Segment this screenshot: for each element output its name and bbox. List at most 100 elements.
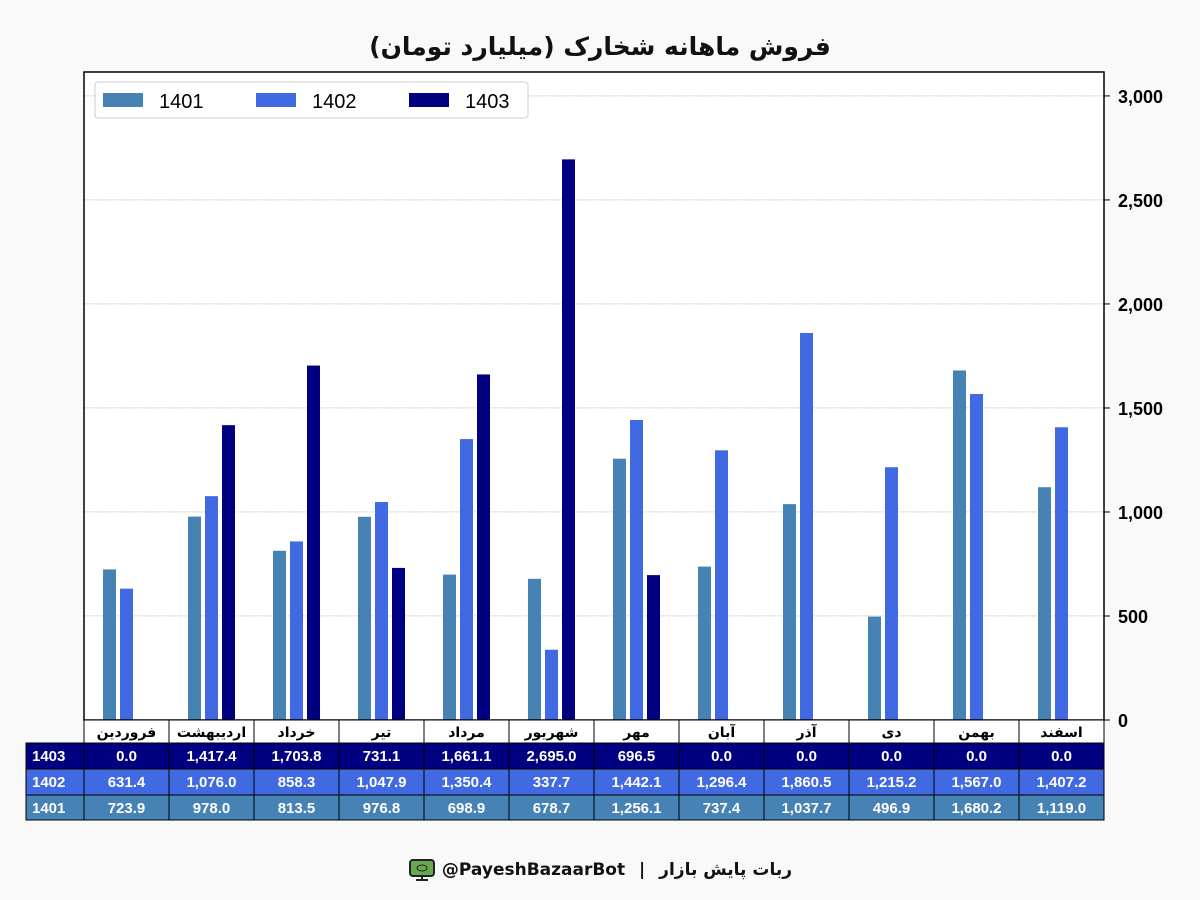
table-value: 858.3 <box>278 774 316 791</box>
footer-separator: | <box>639 860 646 880</box>
table-value: 0.0 <box>1051 748 1072 765</box>
table-value: 0.0 <box>116 748 137 765</box>
table-value: 1,296.4 <box>696 774 747 791</box>
month-label: شهریور <box>524 725 579 741</box>
y-tick-label: 1,000 <box>1118 503 1163 523</box>
bar-1402 <box>205 496 218 720</box>
bar-1401 <box>953 370 966 720</box>
table-cell <box>933 742 1020 770</box>
y-tick-label: 3,000 <box>1118 87 1163 107</box>
bar-1403 <box>477 374 490 720</box>
bar-1402 <box>290 541 303 720</box>
table-value: 631.4 <box>108 774 146 791</box>
table-cell <box>83 794 170 821</box>
table-cell <box>83 768 170 796</box>
row-label-cell <box>25 742 85 770</box>
y-tick-label: 2,500 <box>1118 191 1163 211</box>
table-cell <box>168 794 255 821</box>
bar-1403 <box>647 575 660 720</box>
bar-1403 <box>562 159 575 720</box>
bar-1402 <box>715 450 728 720</box>
table-cell <box>678 794 765 821</box>
table-value: 737.4 <box>703 800 741 817</box>
table-value: 696.5 <box>618 748 656 765</box>
plot-area <box>84 72 1104 720</box>
bar-1403 <box>392 567 405 720</box>
table-value: 0.0 <box>711 748 732 765</box>
bar-1401 <box>783 504 796 720</box>
table-value: 496.9 <box>873 800 911 817</box>
table-cell <box>1018 742 1105 770</box>
table-cell <box>933 768 1020 796</box>
table-cell <box>848 794 935 821</box>
bar-1401 <box>1038 487 1051 720</box>
table-cell <box>593 768 680 796</box>
bar-1403 <box>222 425 235 720</box>
row-label: 1403 <box>32 748 65 765</box>
table-cell <box>423 768 510 796</box>
table-value: 1,661.1 <box>441 748 491 765</box>
table-value: 337.7 <box>533 774 571 791</box>
bar-1402 <box>460 439 473 720</box>
bar-1401 <box>443 574 456 720</box>
table-value: 1,119.0 <box>1037 800 1086 817</box>
table-value: 1,350.4 <box>441 774 492 791</box>
table-cell <box>508 768 595 796</box>
bar-1401 <box>273 550 286 720</box>
bar-1402 <box>970 394 983 720</box>
bot-name: ربات پایش بازار <box>659 860 792 880</box>
table-value: 1,703.8 <box>271 748 321 765</box>
table-cell <box>508 794 595 821</box>
row-label: 1402 <box>32 774 65 791</box>
bar-1401 <box>188 516 201 720</box>
row-label: 1401 <box>32 800 65 817</box>
bar-1401 <box>528 578 541 720</box>
table-value: 1,215.2 <box>866 774 916 791</box>
y-tick-label: 0 <box>1118 711 1128 731</box>
legend <box>94 81 529 119</box>
table-cell <box>83 742 170 770</box>
table-value: 0.0 <box>881 748 902 765</box>
bar-1401 <box>868 616 881 720</box>
month-label: آبان <box>708 723 736 741</box>
table-value: 678.7 <box>533 800 571 817</box>
legend-swatch-1403 <box>409 93 449 107</box>
table-cell <box>423 742 510 770</box>
month-label: مهر <box>622 725 650 741</box>
table-cell <box>1018 768 1105 796</box>
bar-1402 <box>1055 427 1068 720</box>
table-value: 731.1 <box>363 748 401 765</box>
bot-handle: @PayeshBazaarBot <box>441 860 626 880</box>
table-value: 1,037.7 <box>781 800 831 817</box>
table-cell <box>848 742 935 770</box>
table-cell <box>338 742 425 770</box>
table-cell <box>848 768 935 796</box>
month-label: بهمن <box>958 725 994 741</box>
month-label: مرداد <box>448 725 485 741</box>
table-value: 1,417.4 <box>186 748 237 765</box>
table-cell <box>763 768 850 796</box>
row-label-cell <box>25 768 85 796</box>
monitor-logo-icon <box>408 859 436 881</box>
bar-1402 <box>630 420 643 720</box>
legend-swatch-1402 <box>256 93 296 107</box>
legend-label: 1401 <box>159 91 204 113</box>
table-value: 1,076.0 <box>186 774 236 791</box>
table-value: 0.0 <box>966 748 987 765</box>
legend-swatch-1401 <box>103 93 143 107</box>
table-cell <box>933 794 1020 821</box>
month-label: اسفند <box>1040 725 1082 741</box>
table-value: 0.0 <box>796 748 817 765</box>
legend-label: 1403 <box>465 91 510 113</box>
table-cell <box>338 794 425 821</box>
bar-1401 <box>613 458 626 720</box>
table-value: 1,567.0 <box>951 774 1001 791</box>
bar-1403 <box>307 365 320 720</box>
month-label: دی <box>881 725 901 741</box>
bar-1402 <box>375 502 388 720</box>
y-tick-label: 1,500 <box>1118 399 1163 419</box>
table-value: 813.5 <box>278 800 316 817</box>
y-tick-label: 2,000 <box>1118 295 1163 315</box>
